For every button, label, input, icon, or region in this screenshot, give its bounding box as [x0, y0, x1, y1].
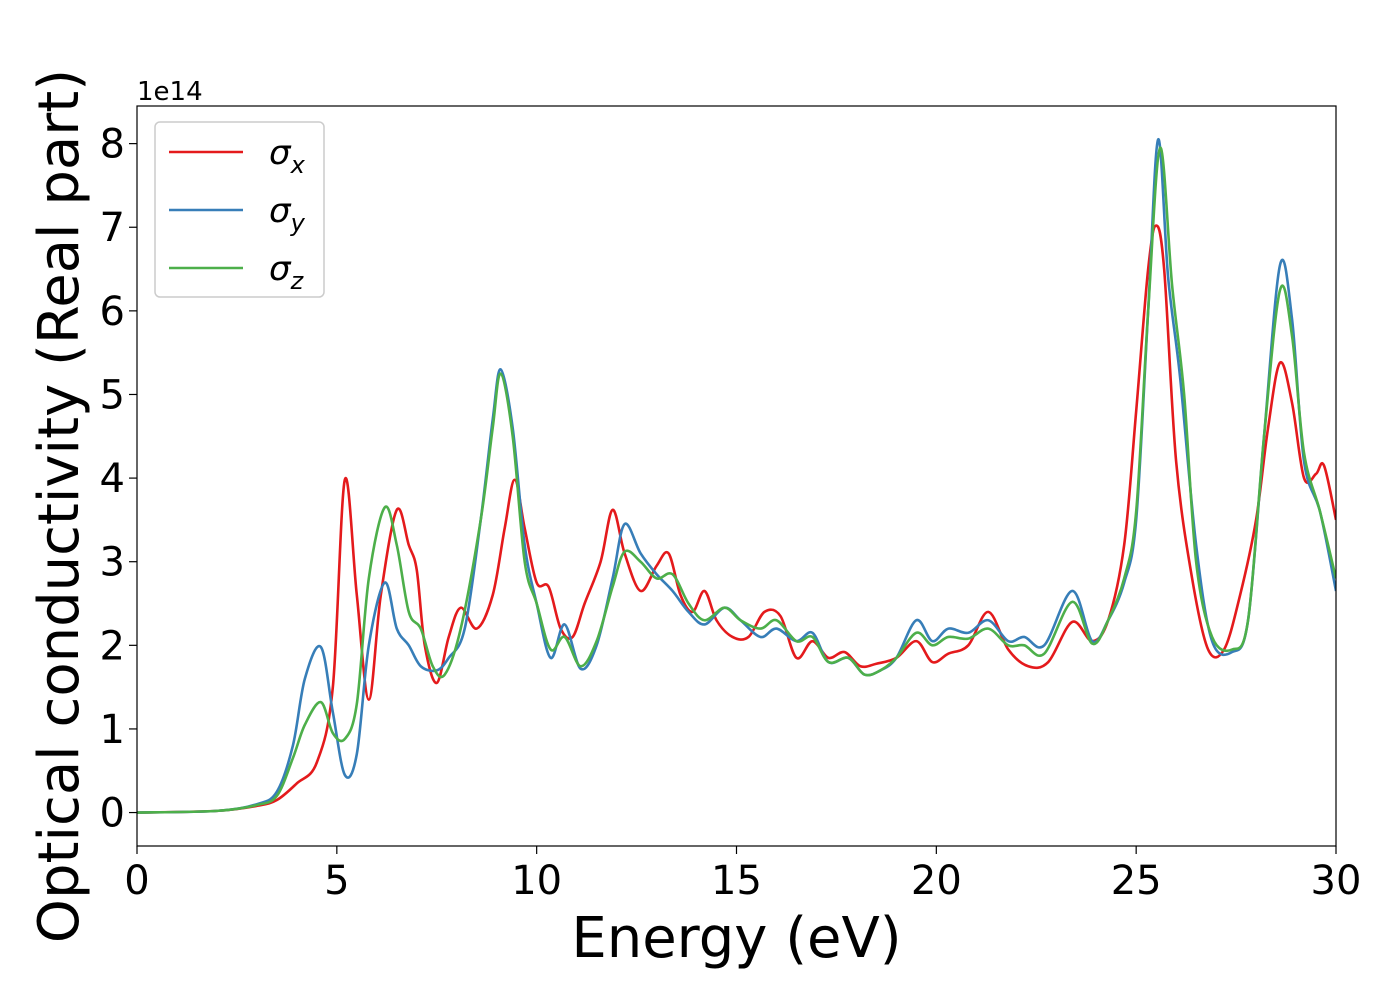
series-line-y	[137, 138, 1336, 814]
x-tick-label: 20	[911, 858, 962, 904]
series-group	[137, 138, 1336, 814]
x-axis-ticks: 0 5 10 15 20 25 30	[124, 846, 1361, 904]
y-tick-label: 3	[100, 540, 125, 586]
plot-area-background	[137, 106, 1336, 846]
y-tick-label: 2	[100, 623, 125, 669]
x-tick-label: 30	[1311, 858, 1362, 904]
x-axis-label: Energy (eV)	[571, 906, 901, 971]
legend-label-z: σz	[269, 249, 305, 295]
x-tick-label: 25	[1111, 858, 1162, 904]
y-tick-label: 6	[100, 289, 125, 335]
y-tick-label: 5	[100, 372, 125, 418]
series-line-x	[137, 224, 1336, 814]
series-line-z	[137, 146, 1336, 814]
legend-label-y: σy	[269, 191, 306, 237]
x-tick-label: 15	[711, 858, 762, 904]
y-tick-label: 0	[100, 791, 125, 837]
legend-label-x: σx	[269, 133, 306, 179]
y-tick-label: 7	[100, 205, 125, 251]
x-tick-label: 0	[124, 858, 149, 904]
y-axis-offset-label: 1e14	[137, 77, 203, 107]
y-tick-label: 1	[100, 707, 125, 753]
x-tick-label: 10	[511, 858, 562, 904]
y-axis-ticks: 0 1 2 3 4 5 6 7 8	[100, 122, 137, 837]
y-tick-label: 4	[100, 456, 125, 502]
y-tick-label: 8	[100, 122, 125, 168]
y-axis-label: Optical conductivity (Real part)	[27, 69, 92, 943]
legend: σx σy σz	[154, 121, 325, 298]
x-tick-label: 5	[324, 858, 349, 904]
